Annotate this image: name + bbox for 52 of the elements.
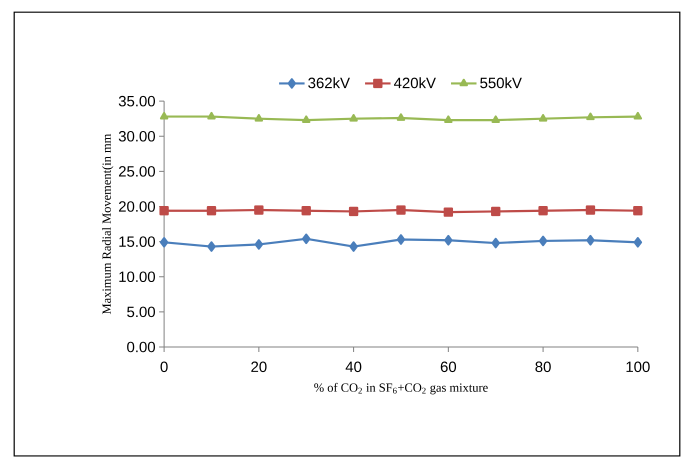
y-tick-label: 10.00 (119, 271, 155, 282)
point (586, 112, 595, 120)
point (634, 112, 642, 120)
point (396, 113, 406, 121)
point (302, 233, 310, 244)
x-tick-label: 100 (626, 361, 650, 372)
point (633, 206, 643, 216)
point (254, 239, 264, 250)
point (444, 234, 453, 246)
point (396, 234, 406, 245)
legend-label: 550kV (480, 77, 522, 88)
x-tick-label: 0 (160, 361, 168, 372)
point (538, 114, 548, 122)
y-axis-title: Maximum Radial Movement(in mm (102, 134, 114, 314)
x-axis-title: % of CO$_{2}$ in SF$_{6}$+CO$_{2}$ gas mixture (314, 382, 488, 394)
point (538, 206, 548, 216)
y-tick-label: 5.00 (127, 306, 155, 318)
y-tick-label: 30.00 (118, 130, 155, 142)
point (586, 234, 595, 246)
point (396, 205, 406, 215)
point (160, 112, 168, 120)
y-tick-label: 20.00 (118, 201, 155, 212)
y-tick-label: 0.00 (127, 342, 155, 352)
point (207, 241, 216, 252)
x-tick-label: 40 (346, 361, 362, 372)
point (302, 206, 311, 216)
x-tick-label: 80 (535, 361, 551, 372)
point (302, 115, 310, 123)
point (160, 236, 168, 248)
y-tick-label: 35.00 (118, 96, 155, 106)
point (159, 206, 169, 216)
point (586, 205, 596, 215)
point (254, 205, 264, 215)
point (444, 207, 454, 217)
x-tick-label: 60 (440, 361, 456, 372)
point (491, 238, 500, 248)
legend-label: 362kV (308, 77, 350, 88)
point (349, 241, 358, 252)
y-tick-label: 25.00 (118, 166, 155, 177)
point (207, 112, 216, 120)
y-tick-label: 15.00 (119, 236, 155, 247)
point (538, 236, 548, 246)
point (348, 206, 358, 216)
point (254, 114, 264, 122)
point (634, 236, 642, 248)
point (444, 115, 453, 123)
point (491, 206, 500, 216)
legend-label: 420kV (394, 77, 436, 88)
point (349, 114, 358, 122)
x-tick-label: 20 (251, 361, 267, 372)
point (492, 115, 500, 123)
point (206, 206, 216, 216)
